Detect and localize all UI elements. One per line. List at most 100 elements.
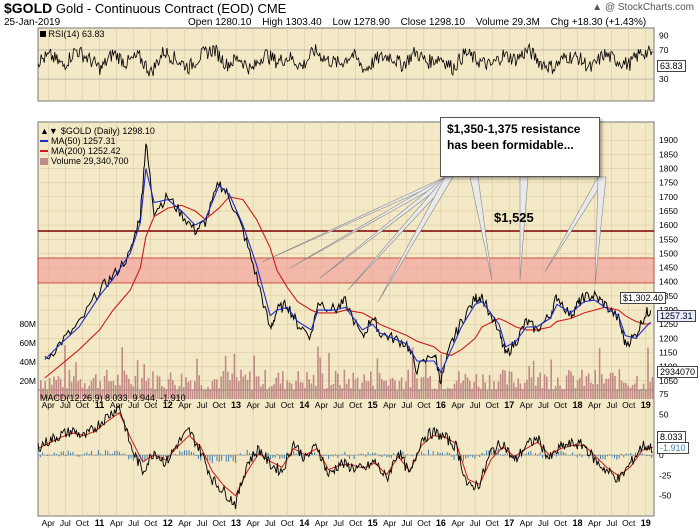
volume-bar: [117, 374, 119, 399]
volume-bar: [552, 390, 555, 399]
volume-bar: [649, 382, 651, 399]
volume-bar: [207, 386, 209, 399]
price-y-tick: 1600: [659, 220, 678, 230]
low-value: 1278.90: [353, 17, 390, 28]
volume-bar: [86, 389, 88, 399]
volume-bar: [46, 389, 49, 399]
price-y-tick: 1250: [659, 319, 678, 329]
volume-bar: [227, 371, 229, 399]
volume-bar: [427, 377, 429, 399]
volume-bar: [110, 381, 112, 399]
price-x-tick: Oct: [486, 400, 500, 410]
resistance-band: [37, 257, 655, 284]
volume-bar: [601, 374, 603, 399]
chg-label: Chg: [550, 17, 569, 28]
volume-bar: [557, 377, 559, 399]
volume-bar: [618, 369, 621, 399]
volume-label: Volume: [475, 17, 510, 28]
volume-bar: [222, 371, 225, 399]
volume-bar: [216, 379, 218, 399]
volume-bar: [121, 347, 123, 399]
price-x-tick: 14: [299, 400, 309, 410]
volume-tick: 60M: [19, 338, 36, 348]
volume-bar: [55, 380, 57, 399]
volume-bar: [255, 376, 258, 399]
volume-bar: [572, 375, 574, 399]
volume-bar: [460, 383, 462, 399]
price-x-tick: Apr: [520, 400, 533, 410]
volume-bar: [312, 374, 315, 399]
volume-bar: [53, 376, 55, 399]
price-x-tick: Oct: [622, 400, 636, 410]
volume-bar: [306, 372, 308, 399]
volume-bar: [99, 381, 101, 399]
macd-x-tick: Jul: [196, 518, 207, 528]
chart-title: $GOLD Gold - Continuous Contract (EOD) C…: [4, 0, 286, 16]
open-label: Open: [188, 17, 213, 28]
volume-bar: [651, 377, 654, 399]
volume-bar: [493, 381, 495, 399]
volume-bar: [326, 388, 328, 399]
volume-bar: [194, 381, 196, 399]
macd-x-tick: 14: [299, 518, 309, 528]
macd-x-tick: Oct: [417, 518, 431, 528]
legend-gold: $GOLD (Daily) 1298.10: [60, 126, 155, 136]
volume-bar: [75, 362, 77, 399]
ma50-line: [44, 168, 651, 374]
volume-bar: [407, 369, 409, 399]
volume-bar: [561, 388, 563, 399]
macd-line: [37, 405, 653, 510]
price-x-tick: Jul: [265, 400, 276, 410]
price-x-tick: Jul: [333, 400, 344, 410]
volume-bar: [319, 357, 321, 399]
macd-x-tick: Apr: [588, 518, 601, 528]
volume-bar: [264, 369, 266, 399]
price-y-tick: 1500: [659, 248, 678, 258]
volume-bar: [385, 380, 387, 399]
price-x-tick: Oct: [349, 400, 363, 410]
volume-bar: [145, 380, 148, 399]
volume-bar: [328, 353, 330, 399]
price-y-tick: 1550: [659, 234, 678, 244]
volume-bar: [535, 385, 537, 399]
volume-bar: [242, 376, 244, 399]
volume-bar: [150, 388, 152, 399]
macd-x-tick: Oct: [349, 518, 363, 528]
macd-x-tick: Apr: [315, 518, 328, 528]
volume-bar: [92, 377, 95, 399]
price-x-tick: 11: [95, 400, 105, 410]
volume-bar: [579, 378, 581, 399]
volume-bar: [508, 371, 511, 399]
volume-bar: [447, 387, 449, 399]
macd-hist-last-box: -1.910: [657, 442, 689, 454]
volume-bar: [323, 389, 326, 399]
volume-bar: [40, 380, 42, 399]
price-y-tick: 1900: [659, 135, 678, 145]
rsi-title: RSI(14) 63.83: [48, 29, 105, 39]
volume-bar: [356, 377, 359, 399]
volume-bar: [521, 388, 524, 399]
volume-bar: [592, 384, 594, 399]
volume-tick: 80M: [19, 319, 36, 329]
volume-bar: [244, 374, 247, 399]
rsi-legend: RSI(14) 63.83: [40, 29, 105, 39]
volume-bar: [286, 380, 288, 399]
price-x-tick: Apr: [315, 400, 328, 410]
volume-bar: [262, 384, 264, 399]
volume-bar: [178, 385, 181, 399]
volume-bar: [143, 364, 145, 399]
volume-bar: [158, 376, 161, 399]
volume-bar: [354, 379, 357, 399]
stockcharts-logo[interactable]: ▲ @ StockCharts.com: [592, 2, 694, 13]
volume-bar: [253, 355, 255, 399]
macd-x-tick: Oct: [212, 518, 226, 528]
volume-bar: [101, 389, 104, 399]
macd-x-tick: Oct: [622, 518, 636, 528]
volume-bar: [546, 376, 548, 399]
volume-bar: [587, 373, 590, 399]
volume-bar: [629, 387, 632, 399]
volume-bar: [414, 372, 416, 399]
volume-bar: [51, 384, 53, 399]
volume-bar: [257, 376, 260, 399]
volume-bar: [374, 389, 376, 399]
